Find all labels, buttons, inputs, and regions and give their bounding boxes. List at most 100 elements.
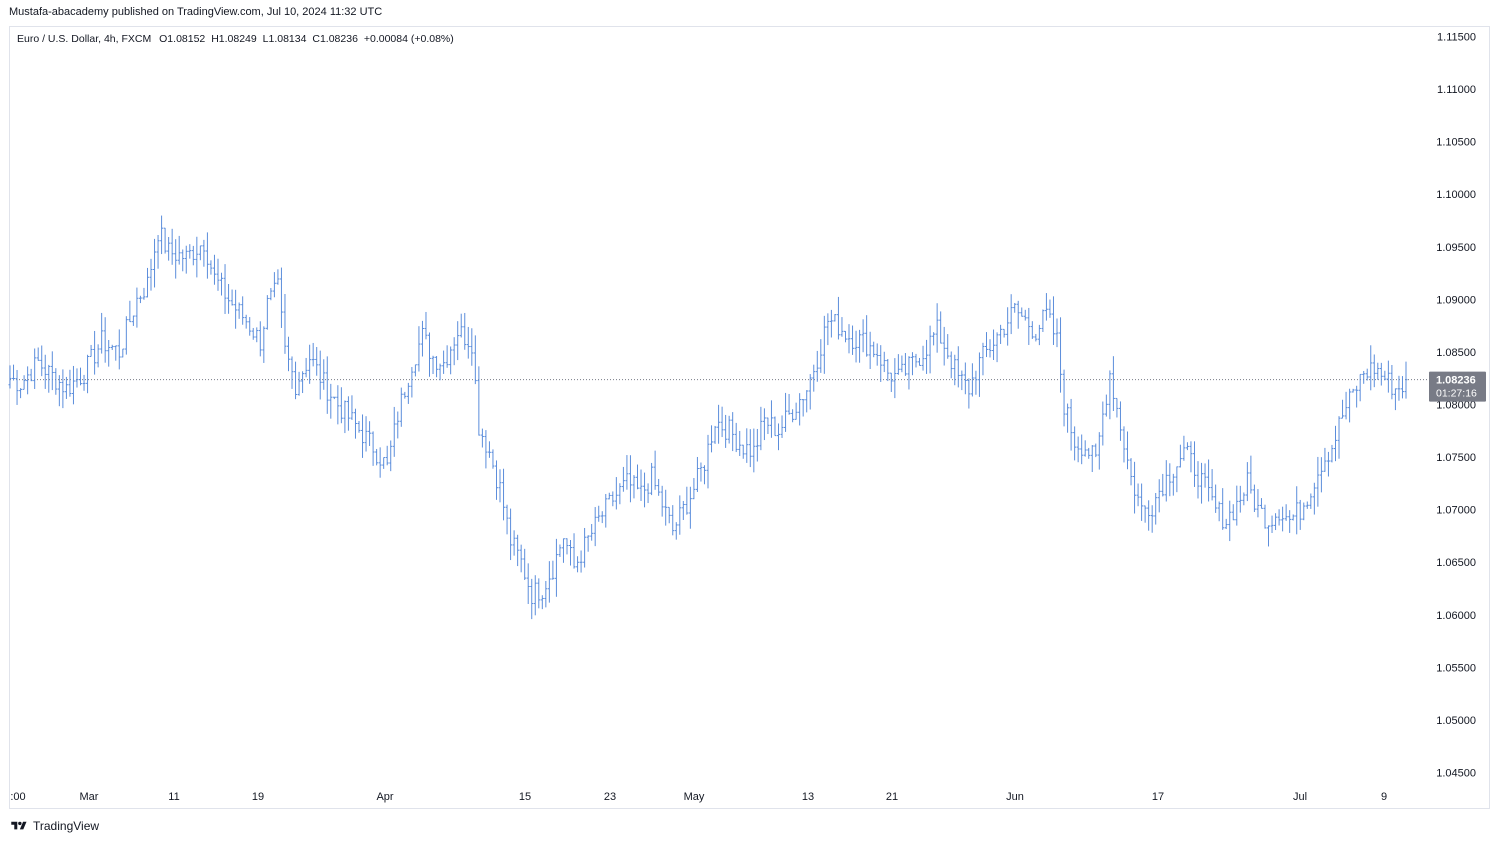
ohlc-bar bbox=[840, 317, 844, 337]
ohlc-bar bbox=[1245, 462, 1249, 502]
ohlc-bar bbox=[565, 538, 569, 555]
ohlc-bar bbox=[64, 376, 68, 399]
ohlc-bar bbox=[202, 239, 206, 267]
ohlc-bar bbox=[456, 321, 460, 361]
ohlc-bar bbox=[1087, 447, 1091, 459]
ohlc-bar bbox=[33, 348, 37, 389]
ohlc-bar bbox=[628, 455, 632, 503]
x-tick-label: 23 bbox=[604, 791, 616, 803]
ohlc-bar bbox=[1235, 485, 1239, 526]
ohlc-bar bbox=[551, 560, 555, 580]
ohlc-bar bbox=[660, 485, 664, 517]
ohlc-bar bbox=[643, 472, 647, 508]
ohlc-bar bbox=[188, 244, 192, 259]
ohlc-bar bbox=[590, 523, 594, 541]
ohlc-bar bbox=[191, 245, 195, 266]
y-tick-label: 1.11500 bbox=[1437, 32, 1476, 44]
ohlc-bar bbox=[558, 544, 562, 557]
ohlc-bar bbox=[1281, 506, 1285, 532]
chart-frame[interactable] bbox=[9, 26, 1490, 809]
ohlc-bar bbox=[110, 344, 114, 351]
ohlc-bar bbox=[896, 354, 900, 375]
ohlc-bar bbox=[812, 364, 816, 392]
legend-close: C1.08236 bbox=[312, 33, 358, 45]
ohlc-bar bbox=[1059, 317, 1063, 393]
ohlc-bar bbox=[681, 500, 685, 520]
ohlc-bar bbox=[882, 351, 886, 373]
ohlc-bar bbox=[710, 425, 714, 453]
ohlc-bar bbox=[371, 431, 375, 466]
ohlc-bar bbox=[903, 353, 907, 376]
x-tick-label: May bbox=[684, 791, 705, 803]
ohlc-bar bbox=[960, 370, 964, 391]
ohlc-bar bbox=[329, 383, 333, 419]
ohlc-bars bbox=[8, 215, 1408, 620]
published-line: Mustafa-abacademy published on TradingVi… bbox=[9, 6, 383, 18]
time-axis[interactable]: :00 Mar 11 19 Apr 15 23 May 13 21 Jun 17 Jul 9 bbox=[10, 791, 1387, 803]
ohlc-bar bbox=[40, 345, 44, 377]
footer-brand[interactable]: TradingView bbox=[9, 819, 99, 833]
ohlc-bar bbox=[265, 295, 269, 330]
ohlc-bar bbox=[988, 339, 992, 358]
ohlc-bar bbox=[1073, 426, 1077, 461]
ohlc-bar bbox=[1267, 525, 1271, 547]
ohlc-bar bbox=[75, 368, 79, 388]
x-tick-label: Apr bbox=[376, 791, 393, 803]
ohlc-bar bbox=[967, 378, 971, 409]
ohlc-bar bbox=[1341, 399, 1345, 419]
ohlc-bar bbox=[339, 387, 343, 424]
ohlc-bar bbox=[1369, 345, 1373, 391]
ohlc-bar bbox=[547, 561, 551, 603]
ohlc-bar bbox=[135, 287, 139, 328]
ohlc-bar bbox=[1397, 375, 1401, 401]
ohlc-bar bbox=[145, 267, 149, 298]
ohlc-bar bbox=[1150, 505, 1154, 533]
ohlc-bar bbox=[29, 368, 33, 382]
ohlc-bar bbox=[1009, 294, 1013, 335]
ohlc-bar bbox=[900, 355, 904, 373]
price-axis[interactable]: 1.11500 1.11000 1.10500 1.10000 1.09500 1.090… bbox=[1436, 32, 1476, 780]
ohlc-bar bbox=[1214, 484, 1218, 513]
ohlc-bar bbox=[777, 423, 781, 451]
ohlc-bar bbox=[1249, 455, 1253, 494]
ohlc-bar bbox=[889, 372, 893, 392]
ohlc-bar bbox=[1284, 504, 1288, 521]
ohlc-bar bbox=[1097, 432, 1101, 470]
ohlc-bar bbox=[593, 507, 597, 547]
ohlc-bar bbox=[128, 300, 132, 323]
ohlc-bar bbox=[970, 363, 974, 397]
ohlc-bar bbox=[1379, 362, 1383, 386]
ohlc-bar bbox=[36, 347, 40, 361]
ohlc-bar bbox=[1337, 416, 1341, 459]
ohlc-bar bbox=[1048, 299, 1052, 318]
ohlc-bar bbox=[100, 312, 104, 354]
ohlc-bar bbox=[886, 358, 890, 382]
ohlc-bar bbox=[787, 393, 791, 415]
symbol-name[interactable]: Euro / U.S. Dollar, 4h, FXCM bbox=[17, 33, 152, 45]
ohlc-bar bbox=[695, 456, 699, 492]
ohlc-bar bbox=[1041, 309, 1045, 333]
ohlc-bar bbox=[632, 475, 636, 499]
last-price-value: 1.08236 bbox=[1436, 375, 1476, 387]
ohlc-bar bbox=[579, 550, 583, 573]
ohlc-bar bbox=[576, 556, 580, 573]
ohlc-bar bbox=[79, 367, 83, 386]
ohlc-bar bbox=[50, 351, 54, 391]
ohlc-bar bbox=[396, 411, 400, 439]
ohlc-bar bbox=[93, 330, 97, 375]
ohlc-bar bbox=[318, 350, 322, 400]
ohlc-bar bbox=[854, 330, 858, 363]
ohlc-bar bbox=[1291, 514, 1295, 521]
y-tick-label: 1.06000 bbox=[1436, 610, 1476, 622]
ohlc-bar bbox=[262, 326, 266, 363]
ohlc-bar bbox=[1154, 492, 1158, 525]
ohlc-bar bbox=[956, 346, 960, 388]
ohlc-bar bbox=[1122, 426, 1126, 463]
x-tick-label: 17 bbox=[1152, 791, 1164, 803]
ohlc-bar bbox=[117, 329, 121, 370]
ohlc-bar bbox=[995, 332, 999, 363]
ohlc-bar bbox=[801, 399, 805, 417]
ohlc-bar bbox=[1030, 321, 1034, 339]
ohlc-bar bbox=[424, 311, 428, 340]
